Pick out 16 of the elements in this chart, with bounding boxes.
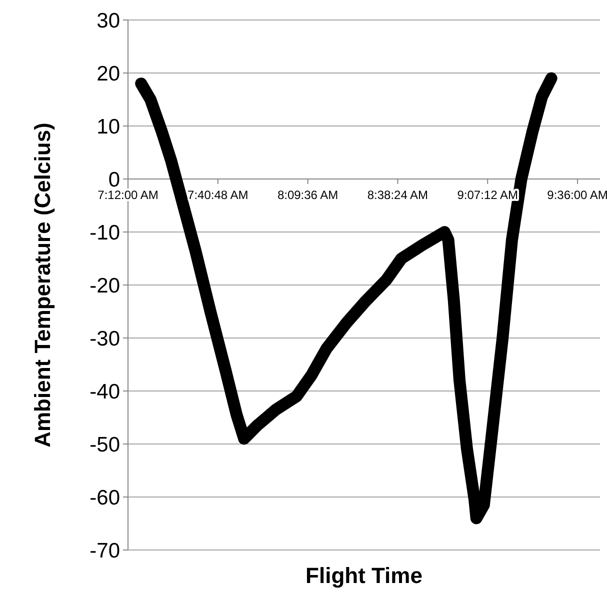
y-tick-label: -70 (90, 539, 120, 562)
y-tick-label: 30 (96, 9, 120, 32)
x-tick-label: 8:38:24 AM (367, 188, 428, 202)
y-tick-label: -40 (90, 380, 120, 404)
x-tick-label: 9:36:00 AM (547, 188, 607, 202)
x-axis-title: Flight Time (306, 563, 422, 588)
y-tick-label: -10 (90, 221, 120, 244)
y-tick-label: -50 (90, 433, 120, 456)
y-tick-label: 10 (96, 115, 120, 138)
y-tick-label: -30 (90, 327, 120, 350)
x-tick-label: 7:40:48 AM (188, 188, 248, 202)
x-tick-label: 8:09:36 AM (277, 188, 338, 202)
y-tick-label: -60 (90, 486, 120, 510)
y-axis-title: Ambient Temperature (Celcius) (30, 122, 55, 448)
y-tick-label: 20 (96, 62, 120, 86)
y-tick-label: -20 (90, 274, 120, 298)
